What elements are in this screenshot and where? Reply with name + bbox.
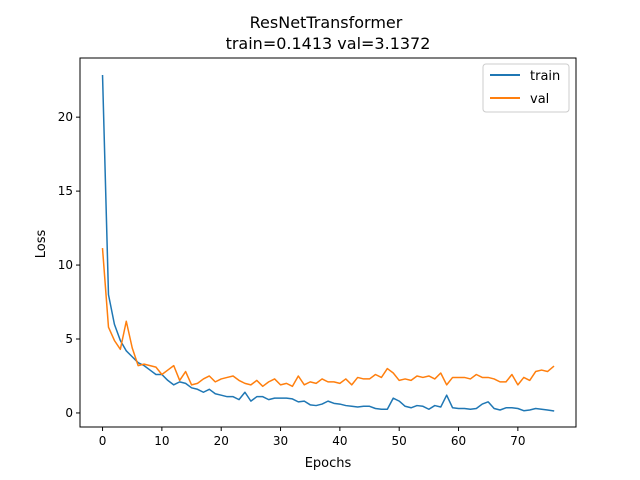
x-tick-label: 0 bbox=[99, 434, 107, 448]
chart-subtitle: train=0.1413 val=3.1372 bbox=[226, 34, 431, 53]
x-tick-label: 40 bbox=[332, 434, 347, 448]
series-line-val bbox=[101, 247, 555, 388]
plot-area bbox=[101, 74, 555, 412]
y-tick-label: 20 bbox=[58, 110, 73, 124]
y-tick-label: 10 bbox=[58, 258, 73, 272]
legend-label-train: train bbox=[530, 69, 560, 84]
x-tick-label: 70 bbox=[510, 434, 525, 448]
y-tick-label: 5 bbox=[65, 332, 73, 346]
axis-ticks: 0 10 20 30 40 50 60 70 0 5 10 15 20 bbox=[58, 110, 526, 448]
legend-label-val: val bbox=[530, 92, 549, 107]
y-axis-label: Loss bbox=[34, 230, 49, 259]
series-line-train bbox=[101, 74, 555, 412]
chart-title: ResNetTransformer bbox=[250, 13, 403, 32]
x-tick-label: 30 bbox=[273, 434, 288, 448]
legend: train val bbox=[482, 63, 570, 113]
y-tick-label: 15 bbox=[58, 184, 73, 198]
x-tick-label: 60 bbox=[451, 434, 466, 448]
x-axis-label: Epochs bbox=[305, 456, 352, 471]
x-tick-label: 20 bbox=[214, 434, 229, 448]
x-tick-label: 50 bbox=[392, 434, 407, 448]
x-tick-label: 10 bbox=[154, 434, 169, 448]
axes-frame bbox=[79, 57, 577, 428]
y-tick-label: 0 bbox=[65, 406, 73, 420]
